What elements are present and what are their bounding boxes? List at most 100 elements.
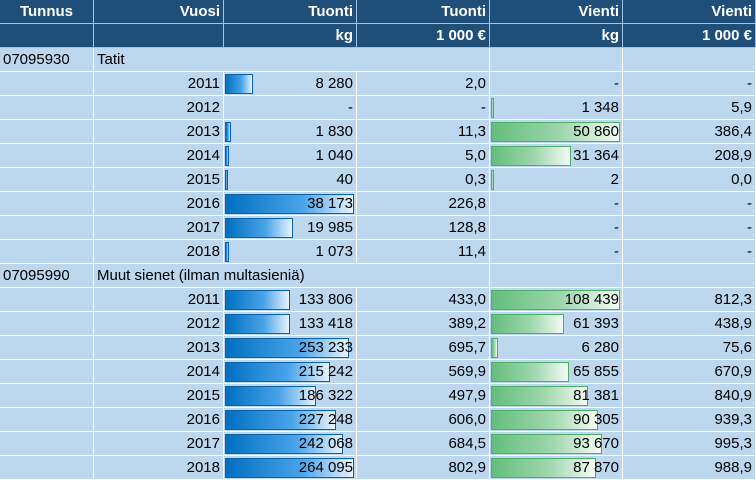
import-kg-cell[interactable]: 40	[224, 168, 357, 192]
year-cell[interactable]: 2018	[94, 456, 224, 480]
code-cell-empty[interactable]	[0, 408, 94, 432]
import-kg-cell[interactable]: -	[224, 96, 357, 120]
export-eur-cell[interactable]: -	[623, 192, 756, 216]
export-kg-cell[interactable]: 61 393	[490, 312, 623, 336]
year-cell[interactable]: 2012	[94, 312, 224, 336]
empty-cell[interactable]	[357, 264, 490, 288]
code-cell-empty[interactable]	[0, 384, 94, 408]
export-kg-cell[interactable]: 87 870	[490, 456, 623, 480]
year-cell[interactable]: 2012	[94, 96, 224, 120]
import-kg-cell[interactable]: 8 280	[224, 72, 357, 96]
code-cell-empty[interactable]	[0, 288, 94, 312]
import-eur-cell[interactable]: 2,0	[357, 72, 490, 96]
header-cell-tuonti-kg-2[interactable]: kg	[224, 24, 357, 48]
export-eur-cell[interactable]: -	[623, 216, 756, 240]
empty-cell[interactable]	[490, 48, 623, 72]
export-eur-cell[interactable]: 670,9	[623, 360, 756, 384]
code-cell-empty[interactable]	[0, 456, 94, 480]
export-eur-cell[interactable]: 0,0	[623, 168, 756, 192]
import-kg-cell[interactable]: 1 830	[224, 120, 357, 144]
group-name-cell[interactable]: Tatit	[94, 48, 490, 72]
code-cell-empty[interactable]	[0, 192, 94, 216]
import-kg-cell[interactable]: 19 985	[224, 216, 357, 240]
export-kg-cell[interactable]: 108 439	[490, 288, 623, 312]
year-cell[interactable]: 2016	[94, 192, 224, 216]
header-cell-tunnus-1[interactable]: Tunnus	[0, 0, 94, 24]
export-kg-cell[interactable]: -	[490, 192, 623, 216]
header-cell-tuonti-eur-1[interactable]: Tuonti	[357, 0, 490, 24]
import-eur-cell[interactable]: 11,3	[357, 120, 490, 144]
group-name-cell[interactable]: Muut sienet (ilman multasieniä)	[94, 264, 490, 288]
export-kg-cell[interactable]: 90 305	[490, 408, 623, 432]
code-cell-empty[interactable]	[0, 72, 94, 96]
year-cell[interactable]: 2011	[94, 288, 224, 312]
import-eur-cell[interactable]: 11,4	[357, 240, 490, 264]
header-cell-vuosi-2[interactable]	[94, 24, 224, 48]
export-eur-cell[interactable]: -	[623, 72, 756, 96]
year-cell[interactable]: 2017	[94, 432, 224, 456]
export-eur-cell[interactable]: 208,9	[623, 144, 756, 168]
import-kg-cell[interactable]: 133 806	[224, 288, 357, 312]
year-cell[interactable]: 2013	[94, 336, 224, 360]
header-cell-tunnus-2[interactable]	[0, 24, 94, 48]
year-cell[interactable]: 2016	[94, 408, 224, 432]
code-cell-empty[interactable]	[0, 360, 94, 384]
export-kg-cell[interactable]: 1 348	[490, 96, 623, 120]
export-kg-cell[interactable]: 31 364	[490, 144, 623, 168]
header-cell-vuosi-1[interactable]: Vuosi	[94, 0, 224, 24]
year-cell[interactable]: 2014	[94, 360, 224, 384]
export-kg-cell[interactable]: 6 280	[490, 336, 623, 360]
year-cell[interactable]: 2017	[94, 216, 224, 240]
group-code-cell[interactable]: 07095930	[0, 48, 94, 72]
export-kg-cell[interactable]: 2	[490, 168, 623, 192]
export-eur-cell[interactable]: 386,4	[623, 120, 756, 144]
export-eur-cell[interactable]: 5,9	[623, 96, 756, 120]
empty-cell[interactable]	[623, 48, 756, 72]
import-kg-cell[interactable]: 38 173	[224, 192, 357, 216]
export-eur-cell[interactable]: -	[623, 240, 756, 264]
export-kg-cell[interactable]: -	[490, 216, 623, 240]
import-kg-cell[interactable]: 227 248	[224, 408, 357, 432]
code-cell-empty[interactable]	[0, 336, 94, 360]
import-kg-cell[interactable]: 242 068	[224, 432, 357, 456]
import-eur-cell[interactable]: 128,8	[357, 216, 490, 240]
header-cell-tuonti-kg-1[interactable]: Tuonti	[224, 0, 357, 24]
code-cell-empty[interactable]	[0, 432, 94, 456]
import-kg-cell[interactable]: 1 073	[224, 240, 357, 264]
export-kg-cell[interactable]: 50 860	[490, 120, 623, 144]
year-cell[interactable]: 2011	[94, 72, 224, 96]
import-eur-cell[interactable]: 569,9	[357, 360, 490, 384]
header-cell-vienti-kg-2[interactable]: kg	[490, 24, 623, 48]
export-kg-cell[interactable]: 81 381	[490, 384, 623, 408]
import-kg-cell[interactable]: 253 233	[224, 336, 357, 360]
code-cell-empty[interactable]	[0, 144, 94, 168]
export-kg-cell[interactable]: 93 670	[490, 432, 623, 456]
year-cell[interactable]: 2018	[94, 240, 224, 264]
import-eur-cell[interactable]: 0,3	[357, 168, 490, 192]
export-eur-cell[interactable]: 438,9	[623, 312, 756, 336]
code-cell-empty[interactable]	[0, 120, 94, 144]
year-cell[interactable]: 2015	[94, 384, 224, 408]
export-eur-cell[interactable]: 840,9	[623, 384, 756, 408]
export-kg-cell[interactable]: 65 855	[490, 360, 623, 384]
empty-cell[interactable]	[490, 264, 623, 288]
import-kg-cell[interactable]: 133 418	[224, 312, 357, 336]
export-eur-cell[interactable]: 939,3	[623, 408, 756, 432]
year-cell[interactable]: 2014	[94, 144, 224, 168]
export-kg-cell[interactable]: -	[490, 72, 623, 96]
export-eur-cell[interactable]: 995,3	[623, 432, 756, 456]
import-eur-cell[interactable]: 433,0	[357, 288, 490, 312]
import-kg-cell[interactable]: 215 242	[224, 360, 357, 384]
header-cell-vienti-eur-1[interactable]: Vienti	[623, 0, 756, 24]
year-cell[interactable]: 2015	[94, 168, 224, 192]
code-cell-empty[interactable]	[0, 312, 94, 336]
import-eur-cell[interactable]: 802,9	[357, 456, 490, 480]
export-eur-cell[interactable]: 75,6	[623, 336, 756, 360]
import-kg-cell[interactable]: 1 040	[224, 144, 357, 168]
export-kg-cell[interactable]: -	[490, 240, 623, 264]
import-eur-cell[interactable]: 389,2	[357, 312, 490, 336]
header-cell-vienti-kg-1[interactable]: Vienti	[490, 0, 623, 24]
group-code-cell[interactable]: 07095990	[0, 264, 94, 288]
code-cell-empty[interactable]	[0, 96, 94, 120]
header-cell-vienti-eur-2[interactable]: 1 000 €	[623, 24, 756, 48]
